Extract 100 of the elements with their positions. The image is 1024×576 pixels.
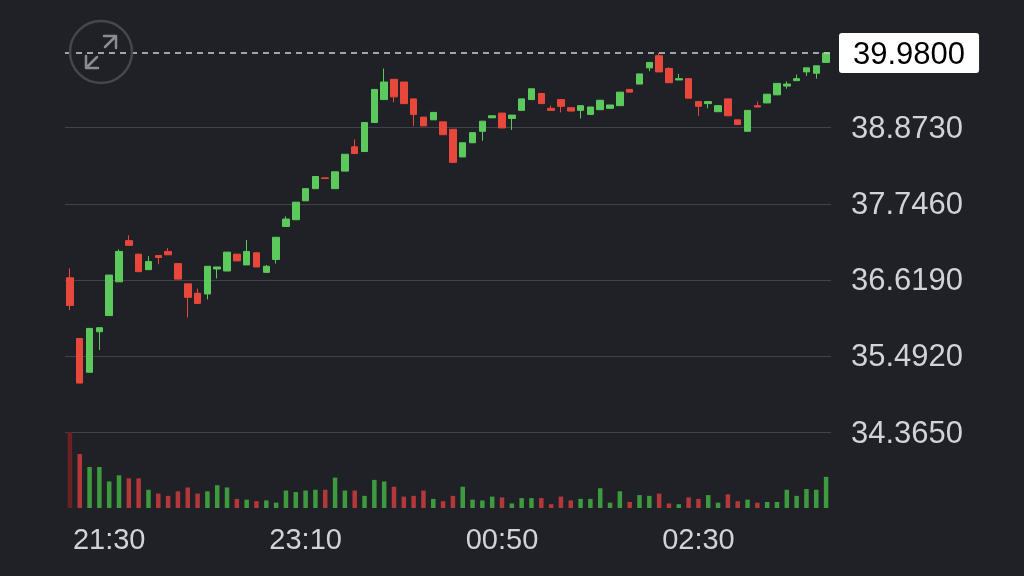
candlestick [135,253,142,273]
candlestick [704,101,712,109]
candlestick [822,52,830,63]
candlestick [105,274,113,317]
bar [794,495,799,508]
candlestick [439,121,447,136]
bar [725,494,731,508]
bar [431,498,436,508]
candlestick [803,67,810,77]
candlestick [646,61,653,72]
bar [116,475,122,508]
candlestick [783,80,791,90]
candlestick [125,234,133,246]
candlestick [528,88,535,101]
candlestick [754,101,761,108]
bar [126,478,132,508]
x-tick-label: 23:10 [269,522,342,555]
y-tick-label: 38.8730 [851,110,964,146]
candlestick [420,116,427,127]
bar [175,491,181,508]
candlestick [479,120,486,142]
y-tick-label: 36.6190 [851,262,964,298]
candlestick [331,171,339,190]
bar [87,466,92,508]
candlestick [390,78,398,103]
bar [804,489,809,508]
candlestick [626,88,633,93]
candlestick [253,252,260,268]
candlestick [243,239,250,266]
bar [460,486,465,508]
candlestick [675,73,683,81]
candlestick [292,201,300,221]
candlestick [557,99,565,113]
bar [755,502,760,508]
bar [156,493,161,508]
candlestick [155,254,162,265]
candlestick [213,266,221,279]
bar [352,490,357,508]
candlestick [488,115,496,119]
bar [696,498,701,508]
y-tick-label: 37.7460 [851,186,964,222]
candlestick [655,52,663,73]
candlestick [380,68,388,101]
candlestick [361,122,368,153]
ref-line-label: 39.9800 [853,35,966,71]
candlestick [734,119,741,126]
candlestick [76,338,83,384]
candlestick [773,82,781,96]
candlestick [616,91,624,107]
candlestick [184,283,192,319]
bar [509,503,515,508]
candlestick [341,153,349,172]
bar [548,504,554,508]
candlestick [469,132,476,144]
candlestick [606,104,614,109]
bar [647,495,652,508]
candlestick [194,288,201,304]
bar [146,489,151,508]
bar [421,490,426,508]
bar [597,488,603,508]
bar [244,499,249,508]
candlestick [272,236,280,265]
bar [529,498,534,508]
bar [705,495,711,508]
candlestick [459,142,466,158]
candlestick [685,78,692,99]
bar [480,500,485,508]
bar [637,495,642,508]
candlestick [145,255,152,271]
candlestick [351,138,358,155]
x-tick-label: 00:50 [465,522,539,555]
bar [381,481,387,508]
y-tick-label: 34.3650 [851,414,964,450]
candlestick [636,73,643,85]
candlestick [508,114,516,131]
candlestick [66,267,74,311]
bar [814,489,819,508]
candlestick [371,88,378,124]
bar [470,499,475,508]
candlestick [695,101,702,117]
candlestick [793,74,800,82]
bar [77,454,82,508]
candlestick [724,98,732,117]
candlestick [577,105,584,119]
bar [313,489,318,508]
candlestick [96,327,103,351]
bar [303,490,308,508]
candlestick [449,128,457,163]
candlestick [587,106,594,115]
bar [735,501,740,508]
candlestick [233,253,241,262]
candlestick [538,93,545,105]
bar [440,501,446,508]
bar [519,498,524,508]
bar [539,498,544,508]
bar [627,501,632,508]
bar [676,504,682,508]
candlestick [498,112,506,129]
bar [97,466,102,508]
bar [372,479,377,508]
